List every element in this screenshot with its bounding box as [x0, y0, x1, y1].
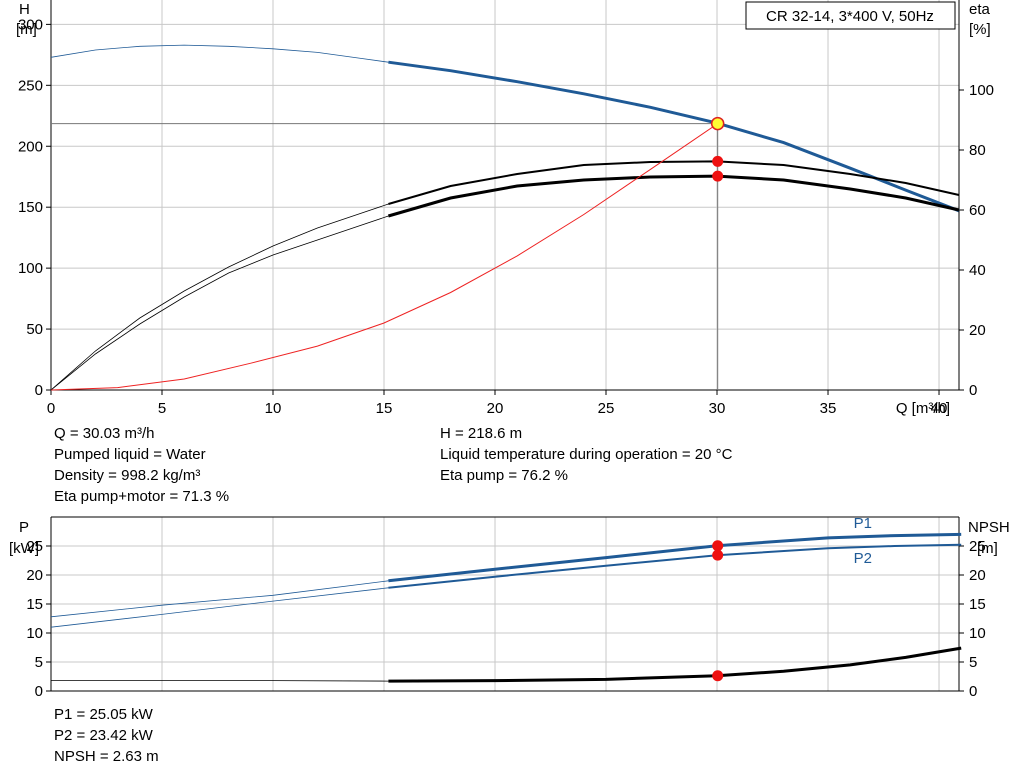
tick-label-x-5: 25 [598, 400, 615, 417]
y-axis-label-right: eta [969, 1, 991, 18]
tick-label-y-left-0: 0 [35, 382, 43, 399]
tick-label-x-2: 10 [265, 400, 282, 417]
series-line-P1-extended [50, 580, 389, 618]
tick-label-y-left-6: 300 [18, 16, 43, 33]
tick-label-y-left-bottom-0: 0 [35, 683, 43, 700]
series-line-eta_pump-extended [50, 203, 389, 391]
tick-label-x-0: 0 [47, 400, 55, 417]
tick-label-y-left-bottom-3: 15 [26, 596, 43, 613]
operating-point-eta-total [712, 170, 724, 182]
tick-label-y-right-bottom-4: 20 [969, 567, 986, 584]
tick-label-x-3: 15 [376, 400, 393, 417]
operating-point-eta-pump [712, 155, 724, 167]
series-line-eta_total-extended [50, 215, 389, 391]
info-p2: P2 = 23.42 kW [54, 727, 153, 744]
tick-label-y-left-2: 100 [18, 260, 43, 277]
series-label-P1: P1 [854, 515, 872, 532]
tick-label-y-right-5: 100 [969, 82, 994, 99]
chart-title: CR 32-14, 3*400 V, 50Hz [766, 8, 934, 25]
tick-label-y-left-4: 200 [18, 138, 43, 155]
info-npsh: NPSH = 2.63 m [54, 748, 159, 765]
power-npsh-chart: 0 5 10 15 20 25 0 5 10 15 20 25 P [kW] NPSH [m] P1 P2 [9, 515, 1010, 700]
plot-area [51, 0, 959, 390]
pump-curve-chart: 0 5 10 15 20 25 30 35 40 0 50 100 150 200 250 300 0 20 40 6… [16, 0, 994, 417]
info-right: H = 218.6 m Liquid temperature during op… [440, 423, 732, 486]
series-label-P2: P2 [854, 550, 872, 567]
tick-label-y-right-4: 80 [969, 142, 986, 159]
tick-label-y-right-2: 40 [969, 262, 986, 279]
tick-label-x-8: 40 [931, 400, 948, 417]
tick-label-y-left-bottom-1: 5 [35, 654, 43, 671]
series-line-P2-extended [50, 587, 389, 628]
y-axis-label-left-unit-bottom: [kW] [9, 540, 39, 557]
info-temperature: Liquid temperature during operation = 20… [440, 446, 733, 463]
series-line-H-extended [50, 44, 389, 63]
tick-label-y-right-bottom-5: 25 [969, 538, 986, 555]
info-head: H = 218.6 m [440, 425, 523, 442]
info-flow: Q = 30.03 m³/h [54, 425, 155, 442]
y-axis-label-right-bottom: NPSH [968, 519, 1010, 536]
y-axis-label-left-bottom: P [19, 519, 29, 536]
tick-label-y-left-bottom-2: 10 [26, 625, 43, 642]
y-axis-label-left-unit: [m] [16, 21, 37, 38]
info-density: Density = 998.2 kg/m³ [54, 467, 201, 484]
title-box [745, 1, 956, 30]
tick-label-x-6: 30 [709, 400, 726, 417]
series-line-NPSH-extended [51, 680, 389, 682]
series-line-NPSH [388, 646, 962, 683]
tick-label-x-7: 35 [820, 400, 837, 417]
tick-label-y-left-bottom-5: 25 [26, 538, 43, 555]
tick-label-y-left-5: 250 [18, 77, 43, 94]
tick-label-x-4: 20 [487, 400, 504, 417]
x-axis-label: Q [m³/h] [896, 400, 950, 417]
tick-label-y-left-bottom-4: 20 [26, 567, 43, 584]
tick-label-y-left-3: 150 [18, 199, 43, 216]
tick-label-y-right-bottom-2: 10 [969, 625, 986, 642]
tick-label-y-left-1: 50 [26, 321, 43, 338]
y-axis-label-right-unit: [%] [969, 21, 991, 38]
operating-point-head [710, 116, 725, 131]
info-eta-pump: Eta pump = 76.2 % [440, 467, 568, 484]
tick-label-y-right-3: 60 [969, 202, 986, 219]
y-axis-label-left: H [19, 1, 30, 18]
info-bottom: P1 = 25.05 kW P2 = 23.42 kW NPSH = 2.63 … [54, 704, 159, 767]
tick-label-y-right-0: 0 [969, 382, 977, 399]
tick-label-y-right-bottom-0: 0 [969, 683, 977, 700]
y-axis-label-right-unit-bottom: [m] [977, 540, 998, 557]
series-line-eta_pump [388, 160, 960, 205]
tick-label-y-right-bottom-1: 5 [969, 654, 977, 671]
tick-label-x-1: 5 [158, 400, 166, 417]
series-line-system-curve [50, 123, 718, 391]
info-eta-total: Eta pump+motor = 71.3 % [54, 488, 230, 505]
operating-point-p1 [712, 540, 724, 552]
info-liquid: Pumped liquid = Water [54, 446, 206, 463]
info-p1: P1 = 25.05 kW [54, 706, 153, 723]
tick-label-y-right-bottom-3: 15 [969, 596, 986, 613]
operating-point-npsh [712, 670, 724, 682]
tick-label-y-right-1: 20 [969, 322, 986, 339]
series-line-eta_total [387, 174, 960, 218]
info-left: Q = 30.03 m³/h Pumped liquid = Water Den… [54, 423, 229, 507]
operating-point-p2 [712, 549, 724, 561]
